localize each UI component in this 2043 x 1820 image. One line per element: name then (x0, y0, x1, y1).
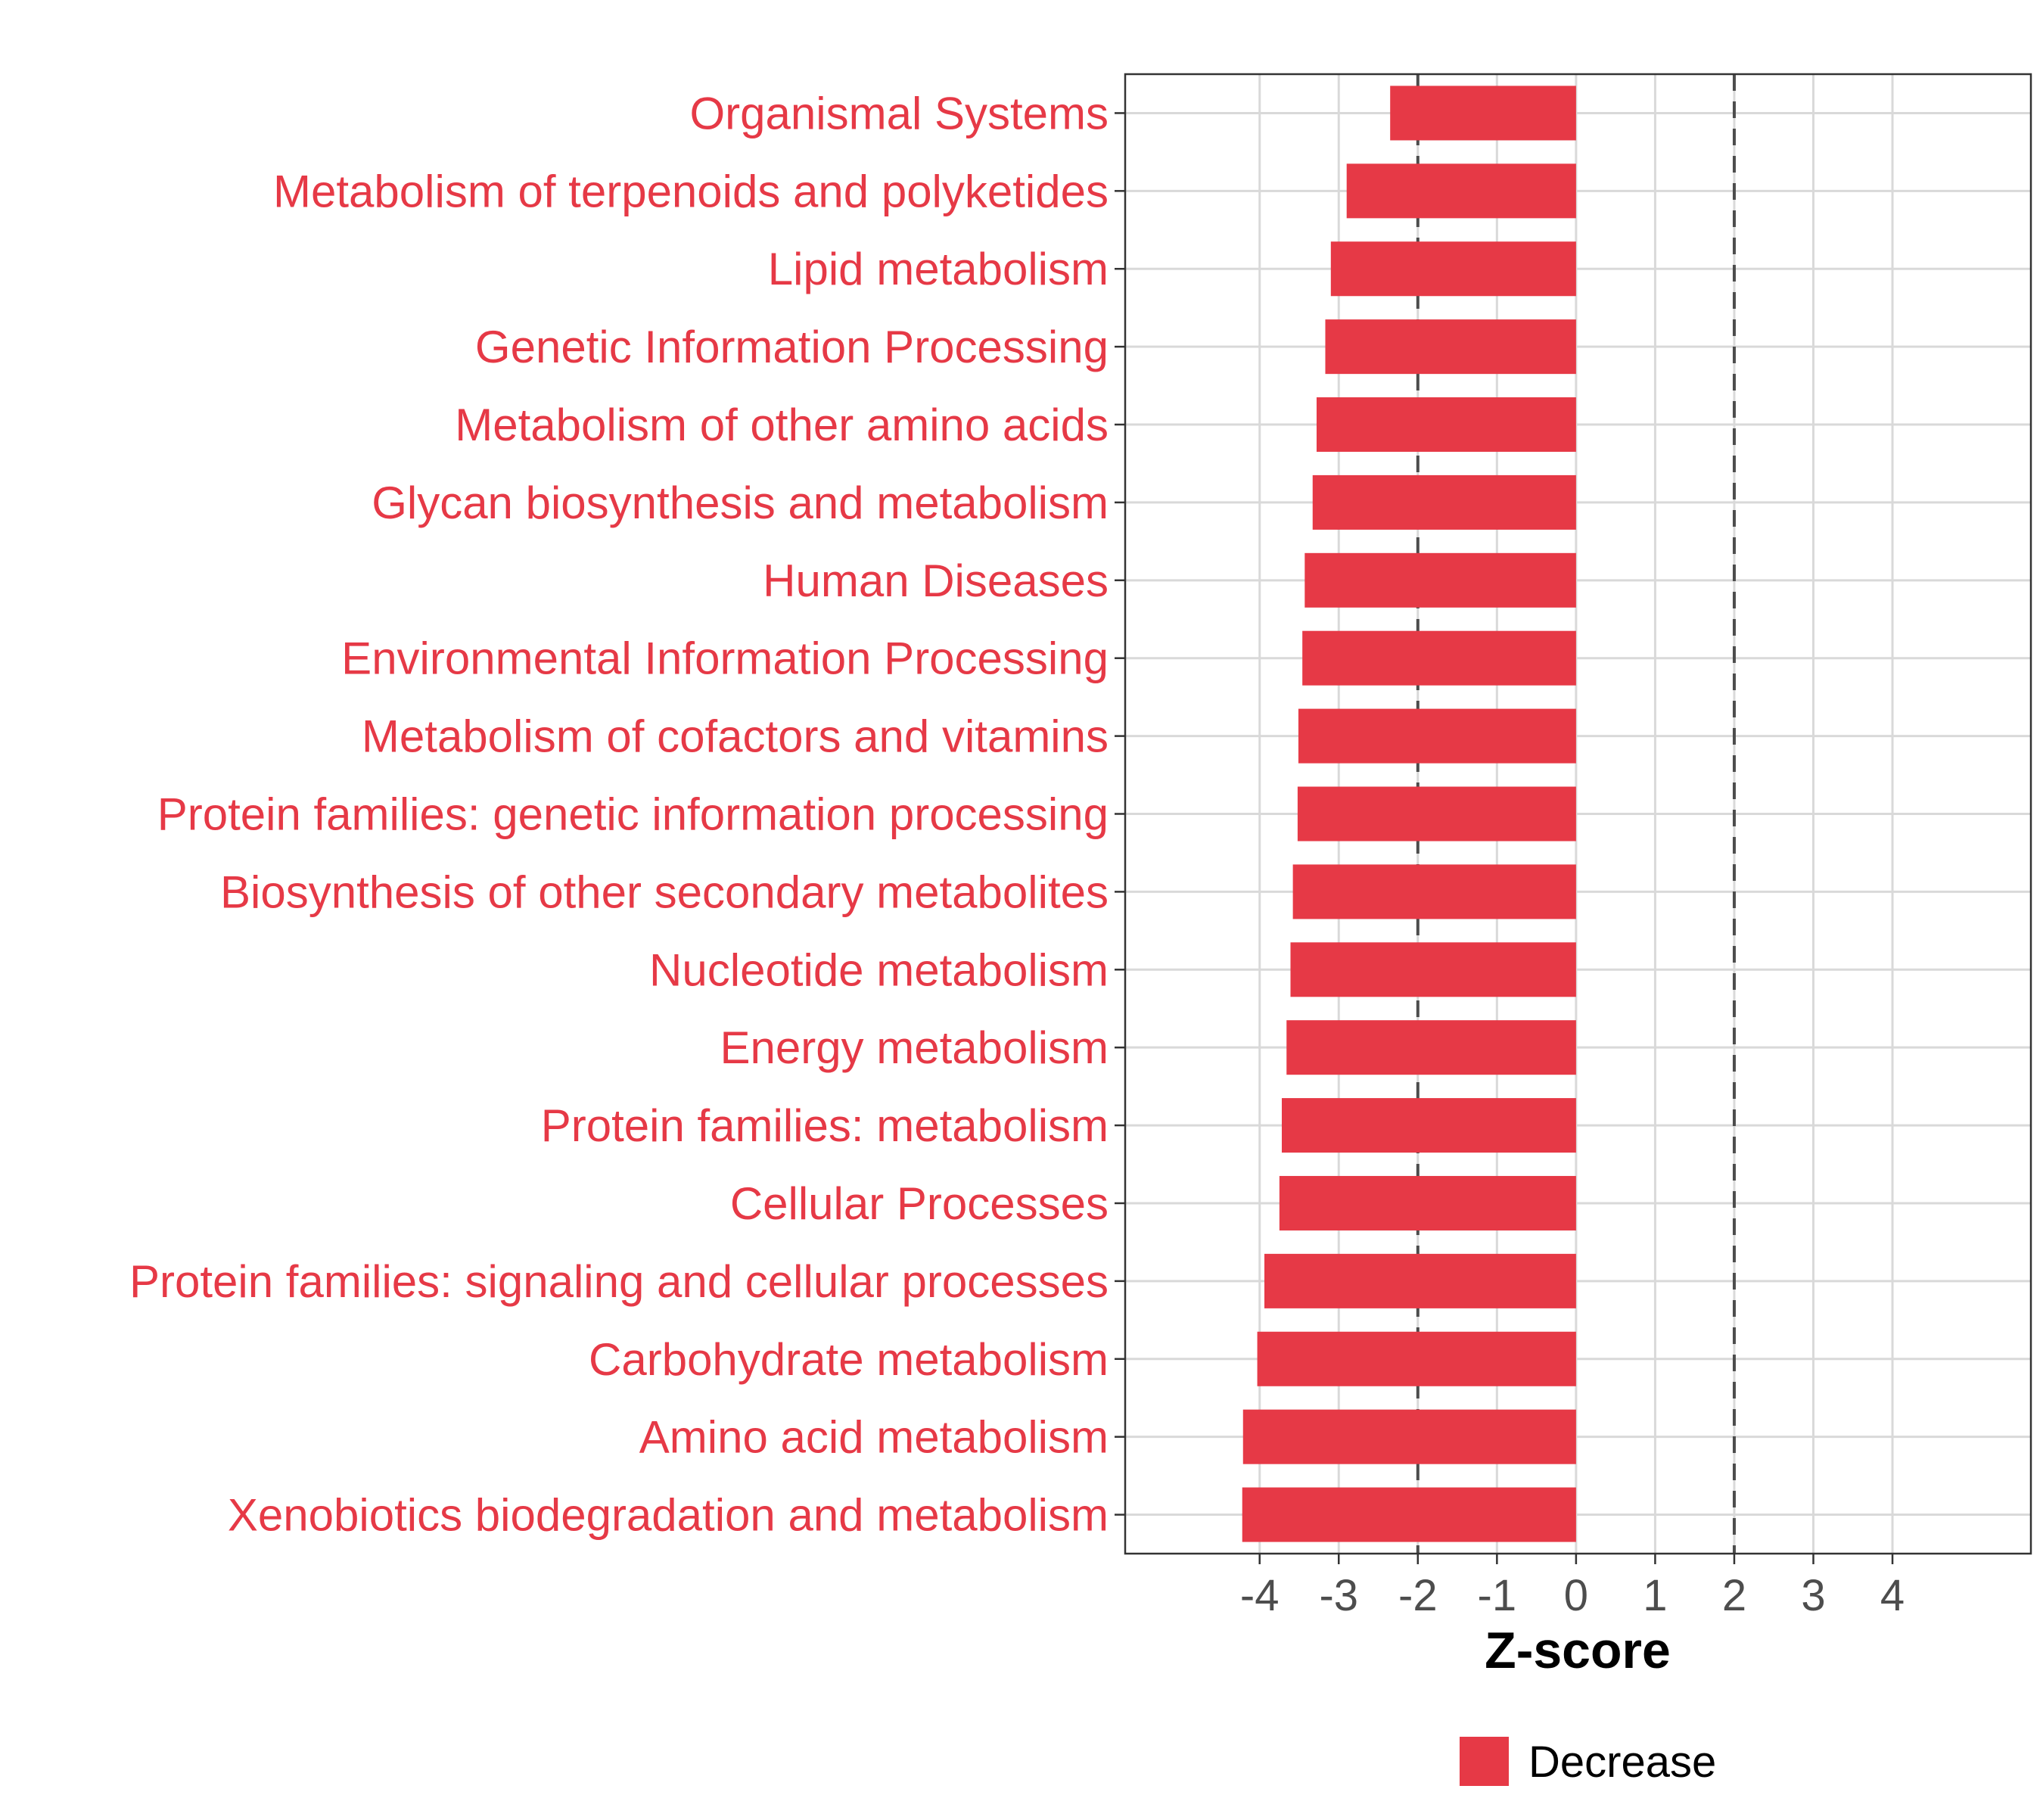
category-label: Biosynthesis of other secondary metaboli… (220, 866, 1109, 917)
bar (1302, 630, 1576, 686)
bars (1242, 86, 1576, 1542)
bar (1286, 1020, 1576, 1075)
bar (1325, 319, 1576, 375)
x-tick-label: -1 (1478, 1571, 1517, 1620)
x-tick-label: 4 (1880, 1571, 1905, 1620)
bar (1290, 942, 1576, 997)
bar (1242, 1487, 1576, 1542)
category-label: Glycan biosynthesis and metabolism (372, 478, 1109, 528)
x-tick-label: -2 (1398, 1571, 1438, 1620)
category-label: Cellular Processes (730, 1178, 1109, 1229)
bar (1279, 1175, 1576, 1230)
x-tick-label: 0 (1564, 1571, 1588, 1620)
x-axis-title: Z-score (1485, 1622, 1671, 1679)
category-label: Lipid metabolism (768, 244, 1109, 294)
x-tick-label: -4 (1240, 1571, 1280, 1620)
category-label: Organismal Systems (690, 88, 1109, 138)
x-tick-label: -3 (1319, 1571, 1358, 1620)
category-label: Metabolism of cofactors and vitamins (362, 711, 1109, 762)
bar (1281, 1098, 1576, 1153)
category-label: Environmental Information Processing (341, 633, 1109, 684)
category-label: Energy metabolism (720, 1022, 1109, 1073)
category-label: Xenobiotics biodegradation and metabolis… (228, 1490, 1109, 1541)
category-label: Protein families: signaling and cellular… (129, 1256, 1109, 1307)
category-label: Amino acid metabolism (639, 1412, 1109, 1463)
legend-label-decrease: Decrease (1528, 1738, 1716, 1787)
bar (1346, 163, 1576, 219)
category-label: Nucleotide metabolism (649, 944, 1109, 995)
bar (1297, 786, 1576, 842)
category-label: Human Diseases (763, 555, 1109, 606)
bar (1312, 474, 1576, 530)
bar (1292, 864, 1576, 919)
category-label: Metabolism of terpenoids and polyketides (273, 166, 1109, 216)
grid-layer (1125, 74, 2031, 1554)
x-tick-label: 2 (1722, 1571, 1746, 1620)
legend: Decrease (1460, 1737, 1716, 1787)
legend-swatch-decrease (1460, 1737, 1509, 1786)
bar (1298, 708, 1576, 764)
bar (1316, 397, 1576, 453)
bar (1257, 1331, 1576, 1386)
bar (1390, 86, 1576, 141)
bar (1330, 241, 1576, 297)
y-ticks: Organismal Systems Metabolism of terpenoi… (129, 88, 1125, 1541)
category-label: Metabolism of other amino acids (455, 400, 1109, 450)
x-ticks: -4 -3 -2 -1 0 1 2 3 4 (1240, 1554, 1905, 1620)
x-tick-label: 1 (1643, 1571, 1667, 1620)
bar (1264, 1253, 1576, 1308)
category-label: Carbohydrate metabolism (589, 1334, 1109, 1385)
category-label: Genetic Information Processing (475, 322, 1109, 372)
bar (1304, 552, 1576, 608)
x-tick-label: 3 (1801, 1571, 1825, 1620)
category-label: Protein families: metabolism (541, 1100, 1109, 1151)
category-label: Protein families: genetic information pr… (157, 789, 1109, 840)
bar (1242, 1409, 1576, 1464)
